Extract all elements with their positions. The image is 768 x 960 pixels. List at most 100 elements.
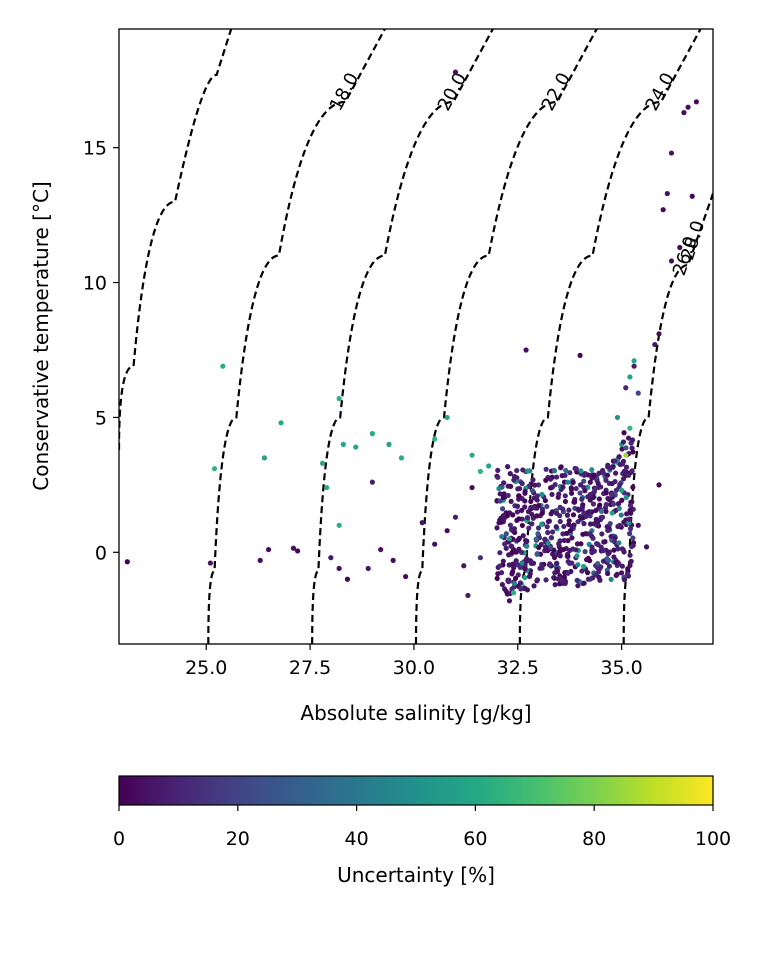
data-point bbox=[522, 498, 528, 504]
data-point bbox=[600, 547, 606, 554]
colorbar bbox=[118, 775, 714, 806]
data-point bbox=[553, 524, 559, 530]
x-tick-label: 35.0 bbox=[600, 657, 642, 679]
data-point bbox=[524, 587, 530, 593]
data-point bbox=[511, 580, 518, 587]
data-point bbox=[543, 477, 549, 483]
data-point bbox=[630, 449, 636, 455]
data-point bbox=[569, 535, 575, 541]
data-point bbox=[257, 557, 263, 563]
data-point bbox=[568, 486, 575, 492]
data-point bbox=[561, 574, 567, 580]
data-point bbox=[522, 504, 528, 510]
data-point bbox=[621, 577, 628, 583]
data-point bbox=[497, 550, 503, 556]
data-point bbox=[536, 502, 542, 509]
data-point bbox=[365, 565, 371, 572]
data-point bbox=[609, 510, 615, 516]
data-point bbox=[278, 420, 284, 426]
data-point bbox=[629, 468, 635, 474]
data-point bbox=[573, 485, 579, 492]
data-point bbox=[583, 513, 589, 519]
data-point bbox=[611, 539, 618, 545]
data-point bbox=[503, 588, 509, 594]
data-point bbox=[500, 558, 506, 564]
data-point bbox=[630, 535, 636, 541]
data-point bbox=[621, 430, 627, 436]
data-point bbox=[539, 506, 546, 512]
data-point bbox=[597, 502, 603, 508]
data-point bbox=[631, 358, 637, 364]
data-point bbox=[532, 482, 538, 488]
data-point bbox=[580, 502, 586, 508]
data-point bbox=[529, 488, 536, 494]
data-point bbox=[567, 470, 573, 476]
data-point bbox=[627, 552, 633, 558]
data-point bbox=[432, 541, 438, 547]
data-point bbox=[606, 563, 613, 569]
data-point bbox=[525, 509, 532, 515]
x-tick-label: 27.5 bbox=[289, 657, 331, 679]
data-point bbox=[509, 543, 515, 549]
data-point bbox=[477, 468, 483, 474]
data-point bbox=[617, 482, 623, 488]
data-point bbox=[570, 479, 576, 485]
data-point bbox=[629, 544, 635, 550]
data-point bbox=[627, 425, 633, 431]
data-point bbox=[534, 513, 540, 519]
data-point bbox=[623, 452, 629, 458]
data-point bbox=[593, 507, 599, 514]
data-point bbox=[596, 574, 602, 580]
data-point bbox=[619, 446, 625, 452]
density-contour bbox=[119, 29, 233, 450]
data-point bbox=[495, 571, 501, 577]
data-point bbox=[516, 485, 523, 492]
x-tick-label: 32.5 bbox=[497, 657, 539, 679]
data-point bbox=[582, 470, 588, 477]
data-point bbox=[519, 480, 525, 487]
data-point bbox=[635, 390, 641, 396]
data-point bbox=[584, 570, 591, 576]
data-point bbox=[587, 521, 594, 527]
data-point bbox=[505, 579, 512, 585]
density-contour bbox=[622, 193, 713, 644]
x-tick-label: 25.0 bbox=[185, 657, 227, 679]
data-point bbox=[564, 530, 570, 536]
data-point bbox=[543, 466, 549, 472]
data-point bbox=[630, 484, 636, 490]
data-point bbox=[643, 544, 650, 550]
data-point bbox=[598, 508, 605, 515]
data-point bbox=[518, 549, 525, 555]
data-point bbox=[606, 497, 612, 503]
data-point bbox=[580, 531, 586, 537]
data-point bbox=[494, 575, 500, 581]
y-axis-label: Conservative temperature [°C] bbox=[29, 181, 53, 490]
data-point bbox=[500, 494, 506, 501]
data-point bbox=[594, 518, 600, 524]
data-point bbox=[465, 592, 471, 599]
data-point bbox=[518, 586, 524, 592]
data-point bbox=[560, 484, 566, 490]
data-point bbox=[623, 464, 630, 470]
data-point bbox=[336, 565, 342, 572]
data-point bbox=[398, 455, 405, 461]
data-point bbox=[559, 473, 565, 479]
y-tick-label: 0 bbox=[95, 542, 107, 564]
data-point bbox=[591, 472, 597, 478]
data-point bbox=[578, 515, 584, 521]
data-point bbox=[515, 572, 521, 578]
data-point bbox=[469, 452, 475, 458]
data-point bbox=[552, 582, 558, 588]
data-point bbox=[616, 540, 622, 546]
data-point bbox=[548, 535, 555, 541]
data-point bbox=[569, 523, 575, 530]
data-point bbox=[539, 510, 545, 516]
data-point bbox=[537, 565, 543, 571]
data-point bbox=[511, 590, 517, 596]
data-point bbox=[560, 578, 566, 585]
data-point bbox=[568, 490, 575, 496]
density-contour-label: 18.0 bbox=[326, 69, 364, 114]
data-point bbox=[619, 487, 625, 493]
data-point bbox=[553, 474, 560, 480]
density-contours bbox=[119, 29, 713, 644]
